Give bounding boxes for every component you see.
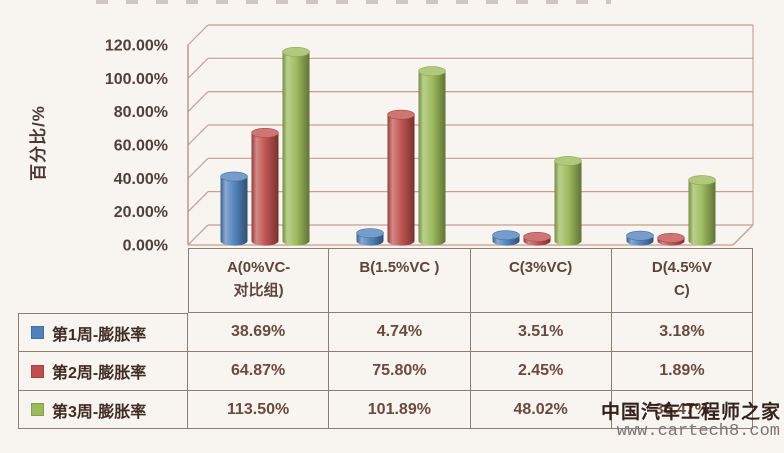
y-tick-label: 20.00% [114,204,168,221]
bar-series1-cat3 [492,230,520,246]
table-value-cell: 1.89% [611,352,753,391]
table-corner-spacer [18,248,188,313]
legend-swatch-icon [31,364,44,378]
category-header: C(3%VC) [470,248,612,313]
legend-item: 第2周-膨胀率 [18,352,188,391]
table-value-cell: 75.80% [329,352,471,391]
table-value-cell: 48.02% [470,391,612,429]
watermark-site-name: 中国汽车工程师之家 [600,401,781,423]
bar-series2-cat4 [657,232,685,246]
bar-series2-cat2 [387,109,415,246]
y-tick-label: 0.00% [123,238,168,255]
y-tick-label: 60.00% [114,138,168,155]
table-value-cell: 2.45% [470,352,612,391]
legend-label: 第1周-膨胀率 [52,326,147,344]
bar-series1-cat1 [220,171,248,246]
bar-series3-cat4 [688,175,716,246]
legend-item: 第1周-膨胀率 [18,313,188,352]
table-value-cell: 113.50% [188,391,330,429]
table-value-cell: 3.51% [470,313,612,352]
y-tick-label: 40.00% [114,171,168,188]
bar-series1-cat2 [356,228,384,246]
bar-series3-cat2 [418,66,446,246]
category-header: D(4.5%V C) [611,248,753,313]
table-value-cell: 38.69% [188,313,330,352]
bar-series2-cat1 [251,127,279,246]
legend-item: 第3周-膨胀率 [18,391,188,429]
table-value-cell: 3.18% [611,313,753,352]
table-value-cell: 64.87% [188,352,330,391]
bar-series2-cat3 [523,231,551,246]
bar-series3-cat1 [282,47,310,246]
bar-series1-cat4 [626,230,654,246]
category-header: A(0%VC- 对比组) [188,248,330,313]
legend-swatch-icon [31,403,44,416]
table-value-cell: 101.89% [329,391,471,429]
legend-label: 第2周-膨胀率 [52,365,147,382]
bar-series3-cat3 [554,156,582,246]
table-value-cell: 36.47% [611,391,753,429]
y-tick-label: 80.00% [114,104,168,121]
legend-label: 第3周-膨胀率 [52,403,147,421]
cropped-title-remnant [96,0,611,4]
y-tick-label: 100.00% [105,71,168,88]
y-tick-label: 120.00% [105,38,168,55]
y-axis-title: 百分比/% [29,105,48,181]
table-value-cell: 4.74% [329,313,471,352]
watermark-site-url: www.cartech8.com [616,422,780,441]
chart-data-table: A(0%VC- 对比组) B(1.5%VC ) C(3%VC) D(4.5%V C) 第… [18,248,753,429]
category-header: B(1.5%VC ) [329,248,471,313]
legend-swatch-icon [31,326,44,339]
